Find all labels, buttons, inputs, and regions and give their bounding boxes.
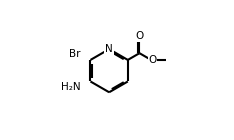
Text: O: O bbox=[148, 55, 157, 65]
Text: N: N bbox=[105, 44, 113, 54]
Text: O: O bbox=[135, 31, 144, 41]
Text: H₂N: H₂N bbox=[61, 82, 80, 92]
Text: Br: Br bbox=[69, 49, 80, 59]
